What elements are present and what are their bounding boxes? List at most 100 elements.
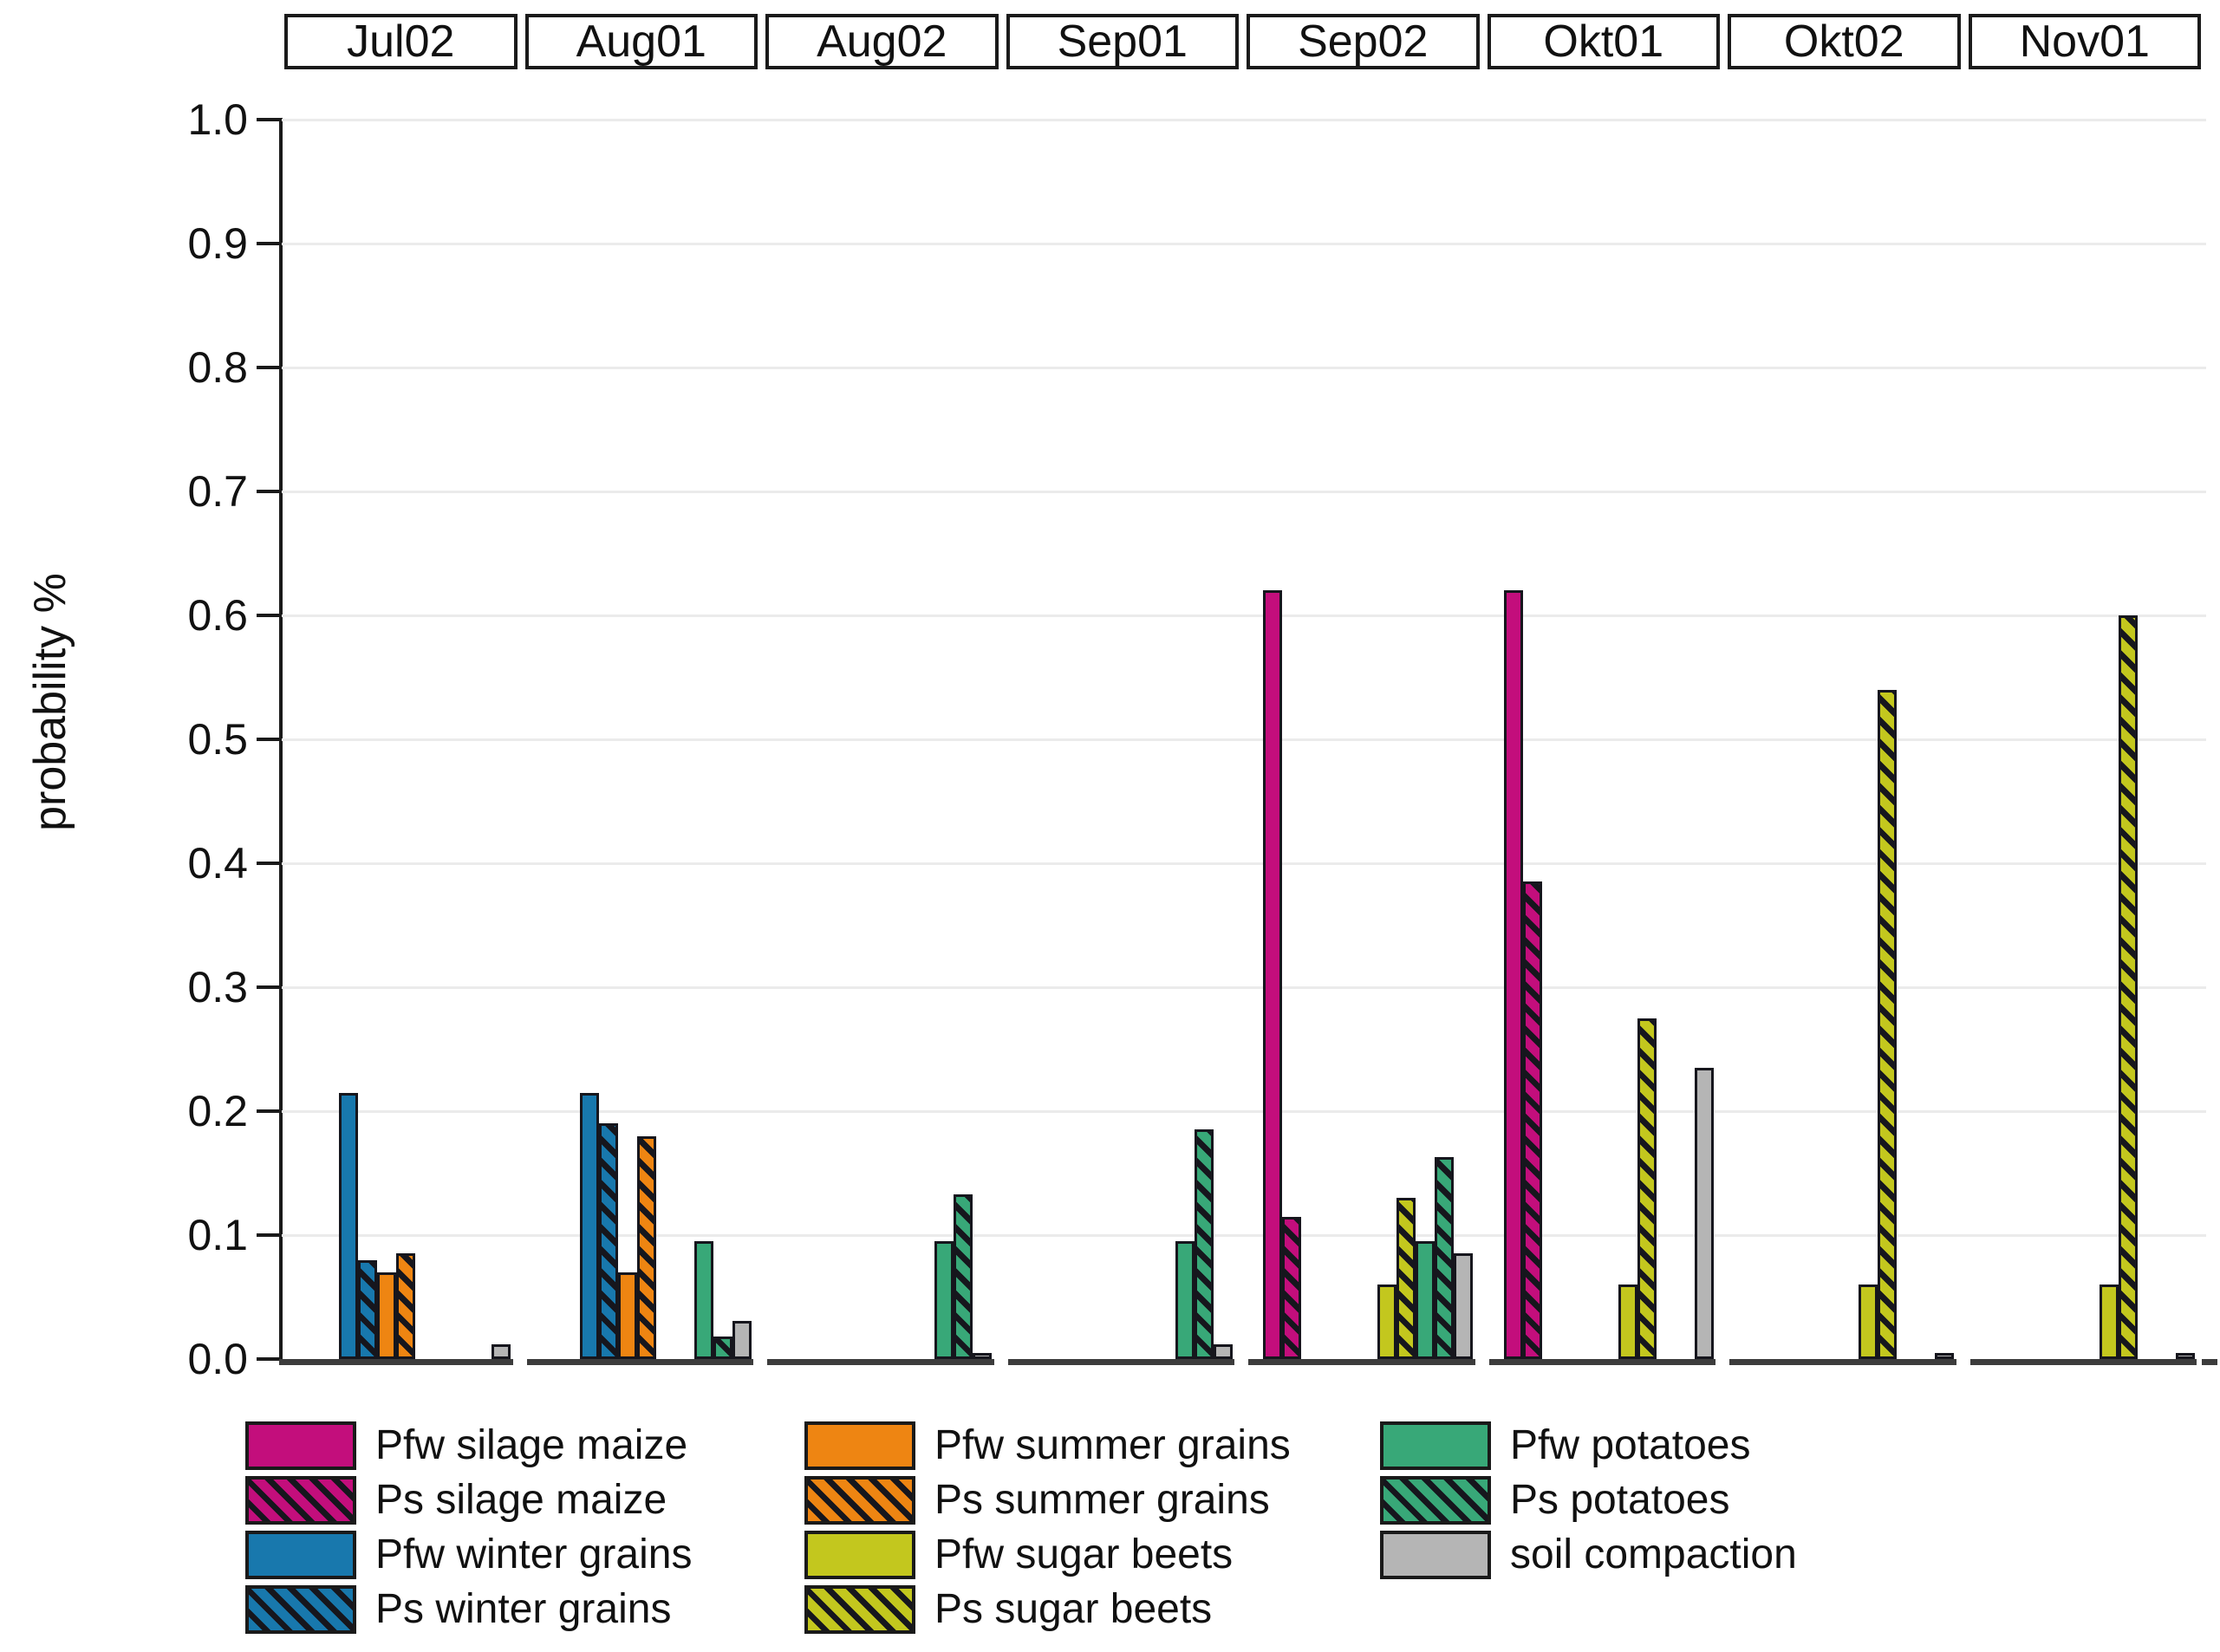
gridline (282, 862, 2206, 865)
bar-pfw-silage-maize-sep02 (1263, 590, 1282, 1359)
bar-soil-compaction-okt02 (1935, 1353, 1954, 1359)
bar-ps-winter-grains-aug01 (598, 1123, 618, 1359)
gridline (282, 491, 2206, 493)
y-tick (257, 1357, 279, 1361)
gridline (282, 1234, 2206, 1237)
gridline (282, 367, 2206, 369)
legend-label-soil-compaction: soil compaction (1510, 1532, 1797, 1577)
bar-ps-sugar-beets-okt01 (1637, 1018, 1657, 1359)
legend-label-ps-silage-maize: Ps silage maize (375, 1477, 667, 1523)
legend-swatch-pfw-potatoes (1380, 1421, 1491, 1470)
bar-pfw-sugar-beets-sep02 (1377, 1285, 1396, 1359)
bar-pfw-potatoes-sep02 (1416, 1241, 1435, 1359)
legend-swatch-ps-sugar-beets (804, 1585, 915, 1634)
y-tick-label: 0.6 (187, 591, 248, 640)
panel-header-okt02: Okt02 (1728, 14, 1961, 69)
legend-label-ps-potatoes: Ps potatoes (1510, 1477, 1730, 1523)
legend-label-ps-summer-grains: Ps summer grains (934, 1477, 1270, 1523)
legend-swatch-pfw-summer-grains (804, 1421, 915, 1470)
legend-swatch-pfw-silage-maize (245, 1421, 356, 1470)
legend-label-pfw-winter-grains: Pfw winter grains (375, 1532, 693, 1577)
bar-ps-silage-maize-okt01 (1522, 881, 1542, 1359)
bar-ps-sugar-beets-sep02 (1396, 1198, 1416, 1359)
bar-pfw-sugar-beets-okt01 (1618, 1285, 1637, 1359)
baseline-end-stub (2202, 1359, 2217, 1365)
bar-ps-summer-grains-jul02 (396, 1253, 415, 1359)
baseline-segment (1969, 1359, 2197, 1365)
gridline (282, 738, 2206, 741)
legend-label-pfw-summer-grains: Pfw summer grains (934, 1422, 1291, 1468)
bar-pfw-summer-grains-aug01 (617, 1272, 637, 1359)
y-tick-label: 0.3 (187, 963, 248, 1011)
baseline-segment (1248, 1359, 1475, 1365)
legend-swatch-ps-silage-maize (245, 1476, 356, 1525)
baseline-segment (1007, 1359, 1234, 1365)
panel-header-sep01: Sep01 (1006, 14, 1239, 69)
gridline (282, 243, 2206, 245)
legend-swatch-pfw-sugar-beets (804, 1531, 915, 1579)
legend-swatch-ps-winter-grains (245, 1585, 356, 1634)
bar-pfw-summer-grains-jul02 (377, 1272, 396, 1359)
bar-pfw-winter-grains-aug01 (579, 1093, 599, 1359)
y-tick (257, 118, 279, 121)
bar-pfw-sugar-beets-nov01 (2099, 1285, 2119, 1359)
bar-soil-compaction-jul02 (492, 1344, 511, 1359)
y-tick-label: 0.8 (187, 343, 248, 392)
bar-soil-compaction-sep01 (1213, 1344, 1233, 1359)
bar-ps-potatoes-sep02 (1435, 1157, 1454, 1359)
bar-ps-potatoes-aug01 (713, 1337, 732, 1359)
legend-label-pfw-silage-maize: Pfw silage maize (375, 1422, 688, 1468)
panel-header-jul02: Jul02 (284, 14, 518, 69)
y-tick-label: 0.9 (187, 219, 248, 268)
y-tick (257, 614, 279, 617)
legend-swatch-ps-potatoes (1380, 1476, 1491, 1525)
bar-soil-compaction-aug01 (732, 1321, 752, 1359)
y-tick-label: 0.7 (187, 467, 248, 516)
gridline (282, 1110, 2206, 1113)
y-tick (257, 1233, 279, 1237)
panel-header-aug01: Aug01 (524, 14, 758, 69)
legend-label-ps-winter-grains: Ps winter grains (375, 1586, 672, 1632)
y-tick-label: 0.2 (187, 1087, 248, 1135)
y-tick (257, 1109, 279, 1113)
y-tick-label: 0.4 (187, 839, 248, 888)
bar-pfw-sugar-beets-okt02 (1859, 1285, 1878, 1359)
gridline (282, 986, 2206, 989)
bar-soil-compaction-sep02 (1454, 1253, 1473, 1359)
y-tick-label: 0.0 (187, 1335, 248, 1383)
bar-soil-compaction-nov01 (2175, 1353, 2195, 1359)
legend-swatch-pfw-winter-grains (245, 1531, 356, 1579)
y-tick-label: 1.0 (187, 95, 248, 144)
legend-swatch-soil-compaction (1380, 1531, 1491, 1579)
y-tick (257, 490, 279, 493)
bar-ps-potatoes-aug02 (954, 1194, 973, 1359)
legend-label-pfw-sugar-beets: Pfw sugar beets (934, 1532, 1234, 1577)
baseline-segment (526, 1359, 753, 1365)
bar-ps-silage-maize-sep02 (1282, 1217, 1301, 1359)
y-tick (257, 366, 279, 369)
baseline-segment (1729, 1359, 1956, 1365)
bar-pfw-potatoes-sep01 (1175, 1241, 1195, 1359)
plot-area (279, 119, 2217, 1365)
legend-label-pfw-potatoes: Pfw potatoes (1510, 1422, 1751, 1468)
baseline-segment (767, 1359, 994, 1365)
bar-ps-summer-grains-aug01 (636, 1136, 656, 1359)
bar-ps-sugar-beets-okt02 (1878, 690, 1897, 1359)
y-tick-label: 0.5 (187, 715, 248, 764)
y-tick (257, 862, 279, 865)
y-axis-line (279, 118, 283, 1365)
panel-header-okt01: Okt01 (1487, 14, 1720, 69)
y-tick-label: 0.1 (187, 1211, 248, 1259)
bar-pfw-silage-maize-okt01 (1503, 590, 1523, 1359)
bar-ps-sugar-beets-nov01 (2118, 615, 2138, 1359)
gridline (282, 119, 2206, 121)
y-tick (257, 242, 279, 245)
bar-ps-potatoes-sep01 (1194, 1129, 1214, 1359)
panel-header-aug02: Aug02 (765, 14, 999, 69)
bar-soil-compaction-aug02 (973, 1353, 992, 1359)
legend-swatch-ps-summer-grains (804, 1476, 915, 1525)
bar-pfw-potatoes-aug02 (934, 1241, 954, 1359)
baseline-segment (1488, 1359, 1715, 1365)
bar-pfw-potatoes-aug01 (693, 1241, 713, 1359)
